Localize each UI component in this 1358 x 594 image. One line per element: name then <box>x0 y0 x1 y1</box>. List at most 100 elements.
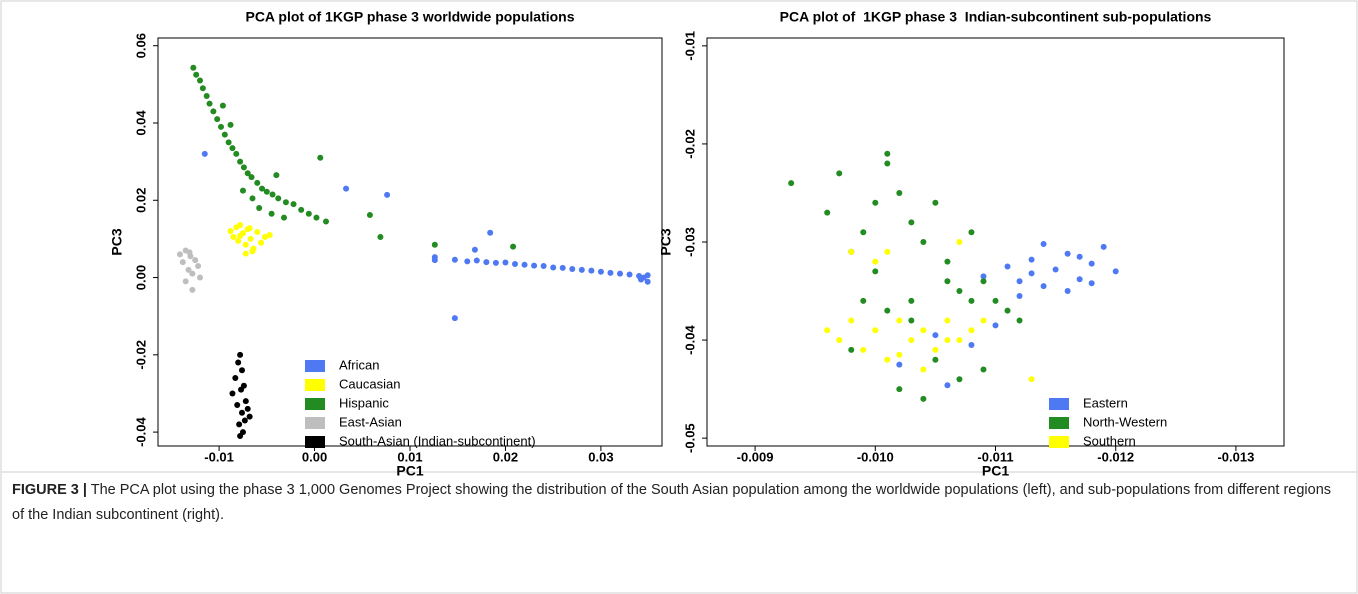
point <box>256 205 263 211</box>
point <box>343 185 350 192</box>
y-tick-label: -0.04 <box>682 324 697 354</box>
point <box>241 417 248 424</box>
point <box>896 351 903 358</box>
point <box>317 154 324 161</box>
legend-label: East-Asian <box>339 414 402 429</box>
point <box>259 185 266 192</box>
point <box>451 315 458 322</box>
point <box>896 386 903 393</box>
point <box>242 398 249 405</box>
point <box>638 276 644 283</box>
point <box>944 382 951 389</box>
point <box>247 235 254 242</box>
point <box>578 266 585 273</box>
point <box>872 258 879 265</box>
point <box>384 191 391 198</box>
point <box>908 337 915 344</box>
point <box>1064 250 1071 257</box>
point <box>377 233 384 240</box>
point <box>190 64 197 71</box>
point <box>980 317 987 324</box>
point <box>1112 268 1119 275</box>
point <box>246 225 253 232</box>
point <box>268 210 275 217</box>
plot-frame <box>706 37 1285 447</box>
point <box>932 332 939 339</box>
point <box>896 361 903 368</box>
point <box>214 116 221 123</box>
point <box>824 209 831 216</box>
point <box>531 262 538 269</box>
point <box>237 158 244 165</box>
legend-label: South-Asian (Indian-subcontinent) <box>339 433 536 448</box>
point <box>848 346 855 353</box>
point <box>968 229 975 236</box>
point <box>872 268 879 275</box>
point <box>502 259 509 266</box>
point <box>225 139 232 146</box>
point <box>836 170 843 177</box>
point <box>254 228 261 235</box>
y-tick-label: -0.01 <box>682 31 697 61</box>
point <box>1076 276 1083 283</box>
point <box>431 257 438 264</box>
point <box>884 160 891 167</box>
point <box>233 150 240 157</box>
point <box>176 251 183 258</box>
point <box>540 262 547 269</box>
point <box>920 395 927 402</box>
point <box>234 402 241 409</box>
point <box>483 259 490 266</box>
point <box>232 375 239 381</box>
point <box>908 297 915 304</box>
point <box>1040 240 1047 247</box>
point <box>944 258 951 265</box>
point <box>908 317 915 324</box>
point <box>626 271 633 278</box>
point <box>896 189 903 196</box>
point <box>956 376 963 383</box>
point <box>920 239 927 245</box>
y-tick-label: -0.03 <box>682 227 697 257</box>
point <box>323 218 329 225</box>
x-axis-label: PC1 <box>396 463 423 479</box>
point <box>848 317 855 324</box>
legend-label: Hispanic <box>339 395 389 410</box>
x-tick-label: -0.013 <box>1217 449 1254 464</box>
point <box>884 150 891 157</box>
point <box>195 262 202 269</box>
point <box>644 278 651 285</box>
point <box>281 214 287 221</box>
point <box>249 195 256 202</box>
point <box>235 359 242 366</box>
point <box>992 322 999 329</box>
point <box>313 214 320 221</box>
point <box>920 366 927 373</box>
point <box>237 222 244 228</box>
point <box>1028 376 1035 383</box>
caption-label: FIGURE 3 | <box>12 482 87 498</box>
point <box>896 317 903 324</box>
point <box>980 278 987 285</box>
point <box>559 264 566 271</box>
legend-swatch <box>305 379 325 391</box>
point <box>244 170 251 177</box>
point <box>246 413 253 420</box>
point <box>510 243 517 250</box>
point <box>944 337 951 344</box>
point <box>992 297 999 304</box>
y-axis-label: PC3 <box>658 228 674 255</box>
point <box>366 211 373 218</box>
y-tick-label: -0.02 <box>682 129 697 159</box>
point <box>1016 292 1023 299</box>
point <box>185 266 192 273</box>
point <box>944 317 951 324</box>
legend-swatch <box>305 436 325 448</box>
point <box>968 341 975 348</box>
point <box>550 264 557 271</box>
x-tick-label: -0.009 <box>737 449 774 464</box>
point <box>1028 256 1035 263</box>
x-axis-label: PC1 <box>982 463 1009 479</box>
point <box>227 121 234 128</box>
point <box>1004 307 1011 314</box>
